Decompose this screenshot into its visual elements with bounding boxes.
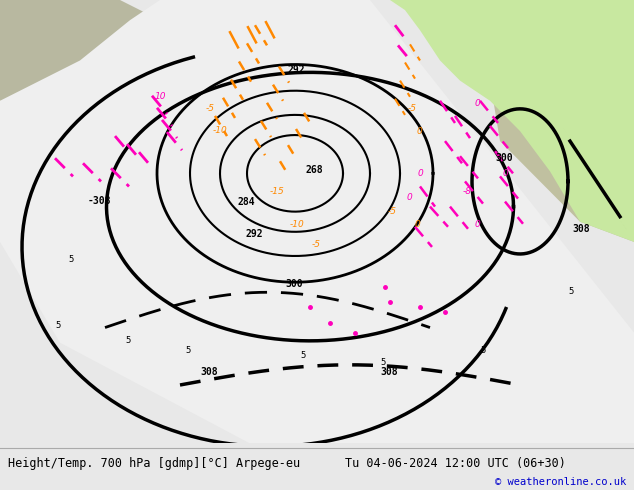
Text: 5: 5 bbox=[185, 346, 190, 355]
Text: 5: 5 bbox=[568, 287, 573, 296]
Text: 0: 0 bbox=[475, 99, 481, 108]
Text: 0: 0 bbox=[415, 220, 421, 229]
Polygon shape bbox=[500, 0, 634, 91]
Text: -10: -10 bbox=[213, 126, 228, 135]
Text: 284: 284 bbox=[238, 196, 256, 207]
Text: -10: -10 bbox=[290, 220, 305, 229]
Text: 308: 308 bbox=[380, 367, 398, 377]
Text: 300: 300 bbox=[495, 153, 513, 163]
Text: 5: 5 bbox=[68, 255, 74, 264]
Polygon shape bbox=[0, 0, 634, 443]
Text: 0: 0 bbox=[407, 193, 413, 201]
Text: 300: 300 bbox=[285, 279, 302, 289]
Text: 5: 5 bbox=[300, 351, 306, 360]
Text: -5: -5 bbox=[312, 240, 321, 249]
Text: 10: 10 bbox=[155, 92, 167, 101]
Text: 0: 0 bbox=[475, 220, 481, 229]
Text: 308: 308 bbox=[200, 367, 217, 377]
Text: -5: -5 bbox=[408, 104, 417, 113]
Text: Height/Temp. 700 hPa [gdmp][°C] Arpege-eu: Height/Temp. 700 hPa [gdmp][°C] Arpege-e… bbox=[8, 457, 300, 470]
Text: 5: 5 bbox=[480, 346, 486, 355]
Text: 0: 0 bbox=[503, 170, 508, 178]
Text: 292: 292 bbox=[245, 229, 262, 239]
Text: -15: -15 bbox=[270, 187, 285, 196]
Text: -5: -5 bbox=[206, 104, 215, 113]
Polygon shape bbox=[0, 0, 160, 111]
Text: 0: 0 bbox=[417, 127, 423, 136]
Text: 5: 5 bbox=[125, 336, 131, 344]
Polygon shape bbox=[390, 0, 634, 242]
Text: -5: -5 bbox=[388, 207, 397, 216]
Text: Tu 04-06-2024 12:00 UTC (06+30): Tu 04-06-2024 12:00 UTC (06+30) bbox=[345, 457, 566, 470]
Polygon shape bbox=[380, 0, 480, 40]
Text: 5: 5 bbox=[380, 358, 385, 367]
Text: 308: 308 bbox=[572, 224, 590, 234]
Text: -308: -308 bbox=[88, 196, 112, 206]
Text: © weatheronline.co.uk: © weatheronline.co.uk bbox=[495, 477, 626, 487]
Polygon shape bbox=[480, 0, 634, 242]
Text: 0: 0 bbox=[418, 170, 424, 178]
Text: 292: 292 bbox=[287, 65, 304, 74]
Text: 5: 5 bbox=[55, 320, 60, 330]
Text: -8: -8 bbox=[463, 187, 472, 196]
Text: 268: 268 bbox=[305, 165, 323, 175]
